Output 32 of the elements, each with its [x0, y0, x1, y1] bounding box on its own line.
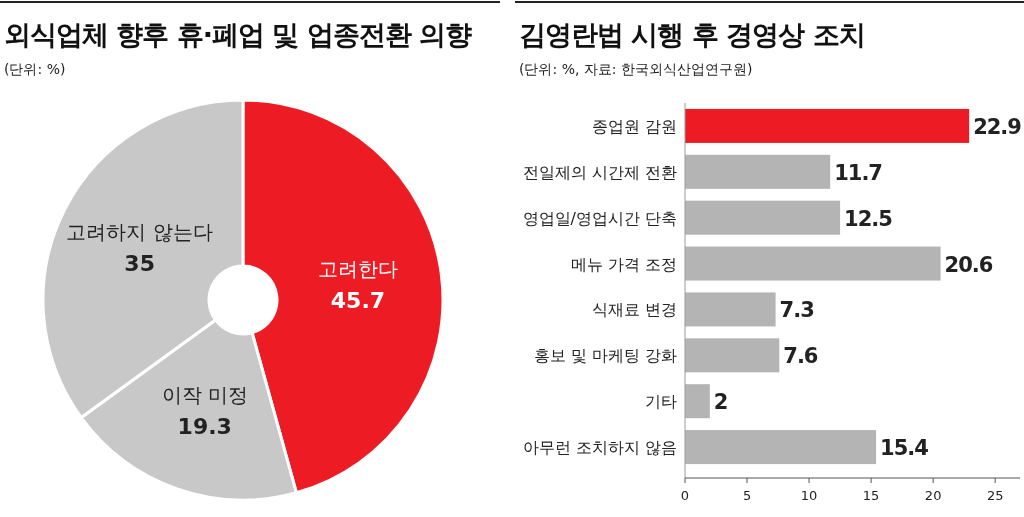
data-label: 22.9: [973, 114, 1022, 139]
x-tick-label: 20: [924, 488, 942, 503]
y-tick-label: 기타: [645, 392, 677, 412]
data-label: 12.5: [844, 206, 893, 231]
y-tick-label: 메뉴 가격 조정: [570, 254, 677, 274]
data-label: 20.6: [944, 252, 993, 277]
slice-label: 고려한다: [317, 257, 398, 282]
x-tick-label: 15: [862, 488, 880, 503]
data-label: 7.3: [779, 298, 814, 323]
x-tick-label: 0: [680, 488, 690, 503]
y-tick-label: 아무런 조치하지 않음: [522, 438, 677, 458]
y-tick-label: 전일제의 시간제 전환: [522, 162, 677, 182]
y-tick-label: 종업원 감원: [591, 116, 677, 136]
data-label: 11.7: [834, 160, 882, 185]
x-tick-label: 10: [800, 488, 818, 503]
chart-title: 김영란법 시행 후 경영상 조치: [519, 19, 865, 50]
x-tick-label: 25: [986, 488, 1004, 503]
chart-subtitle: (단위: %): [4, 61, 66, 77]
y-tick-label: 영업일/영업시간 단축: [522, 208, 677, 228]
y-tick-label: 홍보 및 마케팅 강화: [533, 346, 677, 366]
data-label: 2: [713, 390, 728, 415]
slice-label: 고려하지 않는다: [66, 220, 213, 245]
chart-title: 외식업체 향후 휴·폐업 및 업종전환 의향: [4, 19, 473, 50]
data-label: 7.6: [783, 344, 818, 369]
data-label: 35: [124, 251, 155, 277]
chart-subtitle: (단위: %, 자료: 한국외식산업연구원): [519, 61, 753, 77]
slice-label: 이작 미정: [161, 382, 248, 407]
data-label: 45.7: [330, 288, 386, 314]
data-label: 15.4: [880, 436, 929, 461]
y-tick-label: 식재료 변경: [591, 300, 677, 320]
data-label: 19.3: [177, 413, 232, 439]
x-tick-label: 5: [742, 488, 752, 503]
